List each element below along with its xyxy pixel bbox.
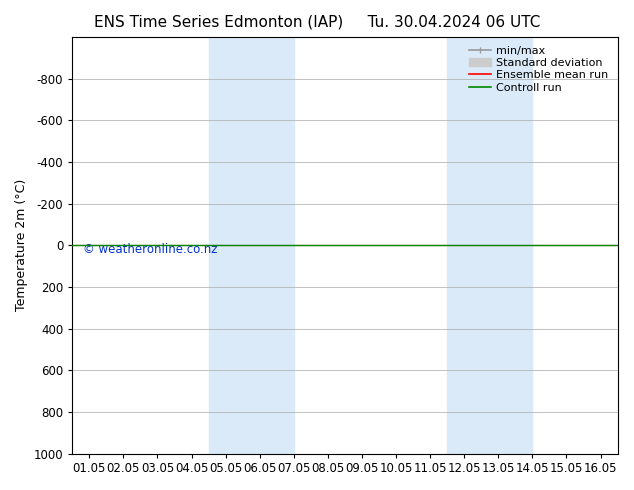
- Bar: [209, 37, 294, 454]
- Text: © weatheronline.co.nz: © weatheronline.co.nz: [83, 243, 217, 256]
- Legend: min/max, Standard deviation, Ensemble mean run, Controll run: min/max, Standard deviation, Ensemble me…: [465, 43, 612, 96]
- Bar: [447, 37, 533, 454]
- Text: ENS Time Series Edmonton (IAP)     Tu. 30.04.2024 06 UTC: ENS Time Series Edmonton (IAP) Tu. 30.04…: [94, 15, 540, 30]
- Y-axis label: Temperature 2m (°C): Temperature 2m (°C): [15, 179, 28, 312]
